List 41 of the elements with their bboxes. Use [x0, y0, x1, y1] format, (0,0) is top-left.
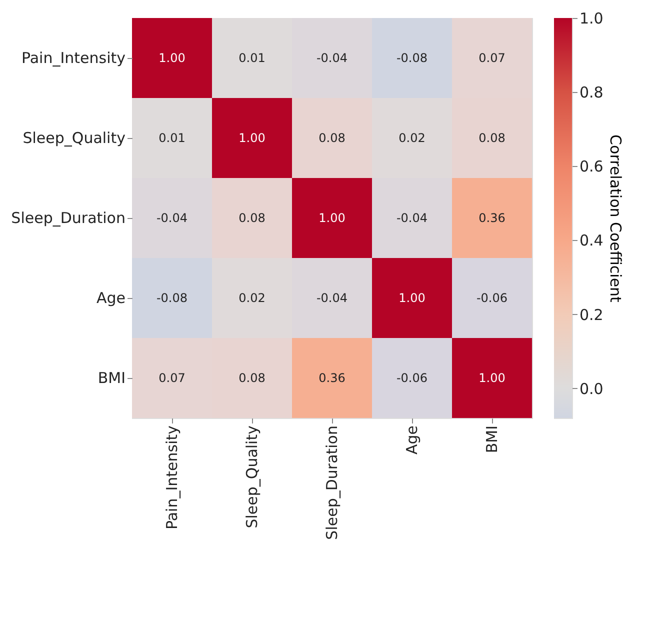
data-label: 1.00 [478, 371, 506, 385]
y-tick-label: Age [96, 289, 126, 307]
data-label: 0.02 [238, 291, 266, 305]
data-label: 1.00 [398, 291, 426, 305]
data-label: -0.06 [476, 291, 508, 305]
x-tick-label: BMI [483, 426, 501, 454]
data-label: 0.02 [398, 131, 426, 145]
data-label: 0.08 [478, 131, 506, 145]
data-label: 0.07 [478, 51, 506, 65]
color-bar-label: 0.2 [580, 306, 604, 324]
y-tick-label: Sleep_Quality [22, 129, 126, 147]
color-bar-label: 0.8 [580, 84, 604, 102]
color-bar-label: 1.0 [580, 10, 604, 28]
data-label: -0.08 [396, 51, 428, 65]
data-label: -0.04 [396, 211, 428, 225]
y-tick-label: BMI [98, 369, 126, 387]
data-label: -0.04 [316, 51, 348, 65]
color-bar-label: 0.4 [580, 232, 604, 250]
data-label: 0.36 [478, 211, 506, 225]
data-label: 0.01 [238, 51, 266, 65]
color-bar-title: Correlation Coefficient [606, 134, 624, 303]
data-label: 0.08 [238, 211, 266, 225]
color-bar-label: 0.0 [580, 380, 604, 398]
data-label: 0.08 [238, 371, 266, 385]
data-label: -0.04 [316, 291, 348, 305]
x-tick-label: Sleep_Quality [243, 425, 261, 528]
data-label: 1.00 [238, 131, 266, 145]
y-tick-label: Pain_Intensity [21, 49, 126, 67]
color-bar-label: 0.6 [580, 158, 604, 176]
x-tick-label: Age [403, 426, 421, 455]
y-tick-label: Sleep_Duration [11, 209, 126, 227]
x-tick-label: Sleep_Duration [323, 426, 341, 540]
data-label: -0.04 [156, 211, 188, 225]
data-label: 0.07 [158, 371, 186, 385]
data-label: 0.08 [318, 131, 346, 145]
data-label: 0.01 [158, 131, 186, 145]
data-label: 1.00 [318, 211, 346, 225]
data-label: 0.36 [318, 371, 346, 385]
data-label: 1.00 [158, 51, 186, 65]
data-label: -0.08 [156, 291, 188, 305]
data-label: -0.06 [396, 371, 428, 385]
